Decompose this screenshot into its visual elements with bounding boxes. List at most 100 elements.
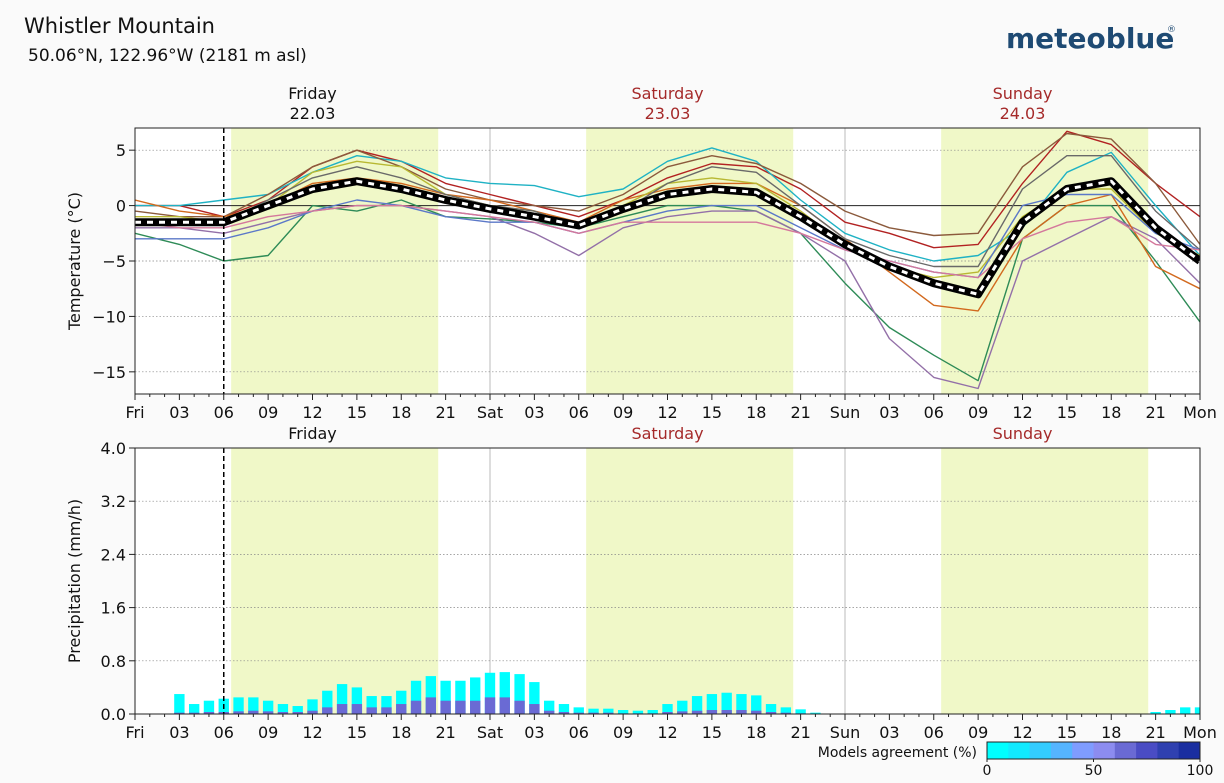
location-coordinates: 50.06°N, 122.96°W (2181 m asl) xyxy=(28,46,307,66)
precip-bar xyxy=(1150,712,1161,714)
x-tick-label: 12 xyxy=(302,723,322,742)
x-tick-label: 03 xyxy=(524,723,544,742)
agreement-bar xyxy=(307,710,318,714)
x-tick-label: 15 xyxy=(347,723,367,742)
x-tick-label: 15 xyxy=(702,723,722,742)
precip-bar xyxy=(780,707,792,714)
precip-bar xyxy=(396,690,407,714)
precip-bar xyxy=(425,676,437,714)
agreement-bar xyxy=(277,712,289,714)
agreement-bar xyxy=(543,710,555,714)
agreement-bar xyxy=(351,704,363,714)
legend-swatch xyxy=(1178,742,1201,759)
agreement-bar xyxy=(203,712,215,714)
agreement-bar xyxy=(292,712,303,714)
mean-line-dashes xyxy=(135,179,1200,296)
precip-bar xyxy=(514,674,525,714)
x-tick-label: Fri xyxy=(125,403,144,422)
agreement-bar xyxy=(529,704,540,714)
precip-bar xyxy=(677,700,688,714)
precip-bar xyxy=(1165,710,1176,714)
precip-bar xyxy=(336,684,348,714)
precip-bar xyxy=(366,696,377,714)
precip-bar xyxy=(529,682,540,714)
agreement-bar xyxy=(765,712,777,714)
legend-swatch xyxy=(1157,742,1180,759)
x-tick-label: 09 xyxy=(258,723,278,742)
registered-mark: ® xyxy=(1167,25,1176,35)
x-tick-label: Mon xyxy=(1183,403,1217,422)
agreement-bar xyxy=(455,700,466,714)
agreement-bar xyxy=(780,712,792,714)
agreement-bar xyxy=(691,710,703,714)
precip-bar xyxy=(188,704,200,714)
legend-swatch xyxy=(1072,742,1094,759)
y-axis-label: Temperature (°C) xyxy=(65,192,84,331)
agreement-bar xyxy=(751,710,762,714)
x-tick-label: 21 xyxy=(435,403,455,422)
x-tick-label: 18 xyxy=(391,723,411,742)
legend-tick-label: 100 xyxy=(1187,763,1214,779)
precip-bar xyxy=(470,677,481,714)
x-tick-label: 21 xyxy=(790,723,810,742)
day-name-label: Saturday xyxy=(631,84,703,103)
legend-swatch xyxy=(987,742,1009,759)
x-tick-label: 06 xyxy=(214,403,234,422)
x-tick-label: 18 xyxy=(1101,403,1121,422)
x-tick-label: 03 xyxy=(524,403,544,422)
day-date-label: 23.03 xyxy=(645,104,691,123)
x-tick-label: Fri xyxy=(125,723,144,742)
x-tick-label: 09 xyxy=(613,723,633,742)
y-axis-label: Precipitation (mm/h) xyxy=(65,499,84,663)
precip-bar xyxy=(307,699,318,714)
x-tick-label: 18 xyxy=(391,403,411,422)
precip-bar xyxy=(691,696,703,714)
precip-bar xyxy=(381,696,392,714)
precip-bar xyxy=(277,704,289,714)
x-tick-label: 18 xyxy=(1101,723,1121,742)
precip-bar xyxy=(262,700,274,714)
precip-bar xyxy=(233,697,244,714)
agreement-bar xyxy=(558,712,570,714)
x-tick-label: 09 xyxy=(258,403,278,422)
day-name-label: Friday xyxy=(288,424,337,443)
precip-bar xyxy=(603,708,614,714)
precip-bar xyxy=(588,708,599,714)
day-name-label: Sunday xyxy=(993,84,1053,103)
precip-bar xyxy=(248,697,259,714)
legend-swatch xyxy=(1029,742,1052,759)
temperature-panel: 5 0 −5 −10 −15 Fri 03 06 09 12 15 18 21 Sat 03 06 09 12 15… xyxy=(65,84,1217,422)
agreement-bar xyxy=(573,712,584,714)
daylight-band-1 xyxy=(231,448,439,714)
x-tick-label: 15 xyxy=(1057,723,1077,742)
agreement-bar xyxy=(721,710,732,714)
agreement-bar xyxy=(706,710,718,714)
plot-marks xyxy=(174,672,1200,714)
precip-bar xyxy=(1180,707,1191,714)
meteoblue-logo[interactable]: meteoblue xyxy=(1006,22,1174,55)
x-tick-label: 03 xyxy=(879,723,899,742)
y-tick-label: 0 xyxy=(116,197,126,216)
x-tick-label: 21 xyxy=(1145,723,1165,742)
x-tick-label: 03 xyxy=(879,403,899,422)
ensemble-member-line-10 xyxy=(135,204,1200,279)
x-tick-label: 06 xyxy=(924,403,944,422)
day-date-label: 24.03 xyxy=(1000,104,1046,123)
agreement-bar xyxy=(440,700,451,714)
agreement-bar xyxy=(248,710,259,714)
x-tick-label: 12 xyxy=(302,403,322,422)
precip-bar xyxy=(203,700,215,714)
y-tick-label: −10 xyxy=(92,307,126,326)
precip-bar xyxy=(751,695,762,714)
plot-marks xyxy=(135,130,1200,390)
x-tick-label: Sun xyxy=(830,403,860,422)
legend-tick-label: 0 xyxy=(983,763,992,779)
precip-bar xyxy=(1194,707,1200,714)
x-tick-label: 12 xyxy=(657,723,677,742)
legend-tick-label: 50 xyxy=(1085,763,1103,779)
precip-bar xyxy=(174,694,185,714)
x-tick-label: 12 xyxy=(1012,403,1032,422)
daylight-band-2 xyxy=(586,448,794,714)
